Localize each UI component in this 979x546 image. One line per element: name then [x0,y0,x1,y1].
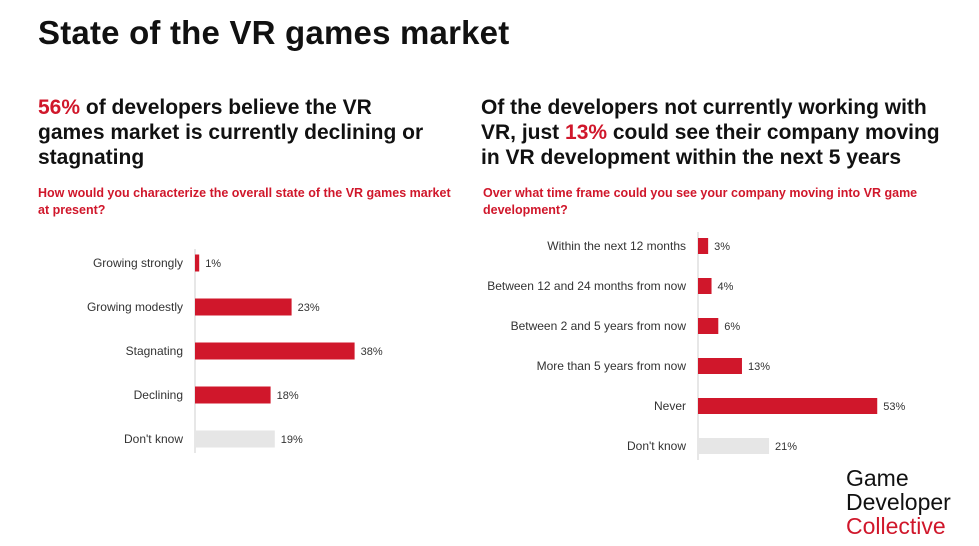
market-state-bar [195,342,355,360]
market-state-chart: Growing strongly 1% Growing modestly 23% Sta… [87,249,383,453]
vr-timeframe-category-label: More than 5 years from now [537,359,687,373]
right-question: Over what time frame could you see your … [483,186,918,217]
market-state-bar [195,430,275,448]
market-state-category-label: Growing strongly [93,256,183,270]
vr-timeframe-category-label: Between 12 and 24 months from now [487,279,686,293]
left-headline-stat: 56% [38,96,81,119]
market-state-category-label: Growing modestly [87,300,183,314]
market-state-category-label: Declining [134,388,183,402]
vr-timeframe-value-label: 21% [775,441,797,453]
vr-timeframe-category-label: Never [654,399,686,413]
right-headline-stat: 13% [565,121,608,144]
vr-timeframe-chart: Within the next 12 months 3% Between 12 an… [487,232,905,460]
page-title: State of the VR games market [38,14,510,51]
vr-timeframe-value-label: 3% [714,241,730,253]
market-state-value-label: 18% [277,390,299,402]
vr-timeframe-value-label: 13% [748,361,770,373]
vr-timeframe-category-label: Don't know [627,439,686,453]
market-state-category-label: Don't know [124,432,183,446]
market-state-value-label: 38% [361,346,383,358]
logo-line-1: Game [846,465,909,491]
vr-timeframe-bar [698,238,709,254]
market-state-bar [195,254,200,272]
right-headline: Of the developers not currently working … [481,95,951,170]
vr-timeframe-value-label: 53% [883,401,905,413]
right-headline-text-end: could see their company moving in VR dev… [481,121,940,169]
right-headline-text-start: Of the developers not currently working … [481,96,927,144]
vr-timeframe-bar [698,398,878,414]
vr-timeframe-category-label: Within the next 12 months [547,239,686,253]
market-state-value-label: 23% [298,302,320,314]
market-state-bar [195,298,292,316]
logo-line-3: Collective [846,513,946,539]
game-developer-collective-logo: Game Developer Collective [846,466,951,538]
vr-timeframe-bar [698,358,742,374]
market-state-bar [195,386,271,404]
market-state-category-label: Stagnating [126,344,183,358]
vr-timeframe-value-label: 6% [724,321,740,333]
vr-timeframe-bar [698,438,770,454]
left-headline: 56% of developers believe the VR games m… [38,95,438,170]
logo-line-2: Developer [846,489,951,515]
vr-timeframe-value-label: 4% [718,281,734,293]
market-state-value-label: 1% [205,258,221,270]
market-state-value-label: 19% [281,434,303,446]
vr-timeframe-bar [698,278,712,294]
vr-timeframe-category-label: Between 2 and 5 years from now [511,319,687,333]
left-question: How would you characterize the overall s… [38,186,451,217]
left-headline-text: of developers believe the VR games marke… [38,96,424,169]
vr-timeframe-bar [698,318,719,334]
